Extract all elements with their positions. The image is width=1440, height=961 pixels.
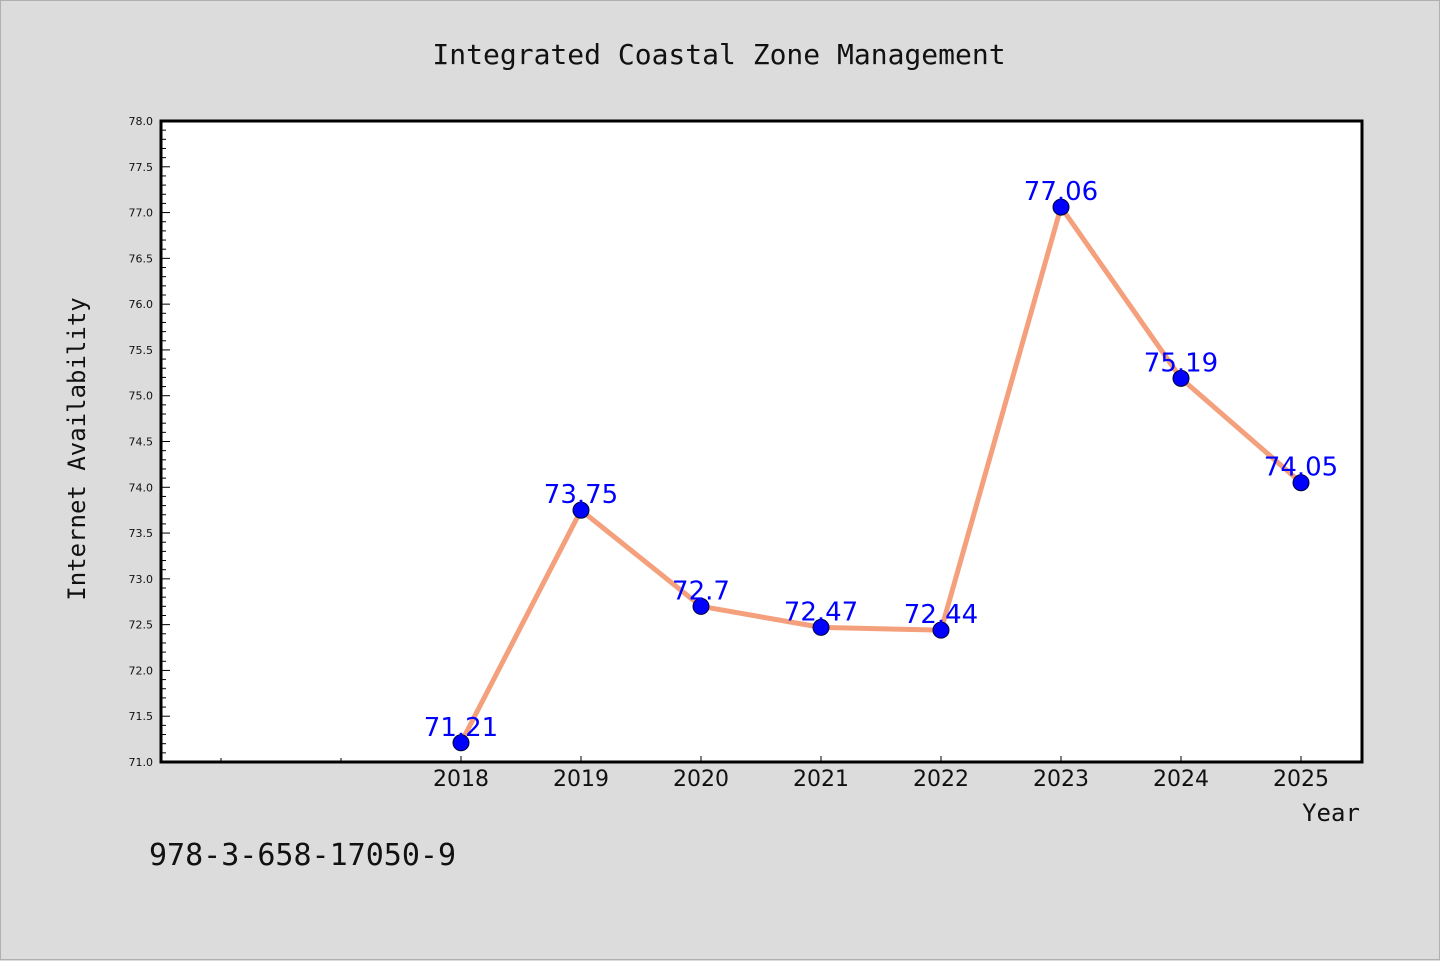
y-tick-label: 75.5 xyxy=(129,344,154,357)
data-point xyxy=(572,501,590,519)
plot-frame xyxy=(159,119,1364,764)
series-line-group xyxy=(452,198,1310,752)
y-tick-label: 77.0 xyxy=(129,207,154,220)
data-point xyxy=(452,734,470,752)
y-tick-label: 78.0 xyxy=(129,115,154,128)
data-label: 72.47 xyxy=(784,597,858,627)
x-tick-label: 2023 xyxy=(1033,767,1089,792)
data-label: 74.05 xyxy=(1264,453,1338,483)
y-tick-label: 73.5 xyxy=(129,527,154,540)
data-label: 72.44 xyxy=(904,600,978,630)
data-label: 75.19 xyxy=(1144,348,1218,378)
x-tick-label: 2018 xyxy=(433,767,489,792)
y-tick-label: 75.0 xyxy=(129,390,154,403)
x-tick-label: 2022 xyxy=(913,767,969,792)
series-line xyxy=(458,204,1304,746)
data-label: 71.21 xyxy=(424,713,498,743)
data-label: 72.7 xyxy=(672,576,730,606)
y-tick-label: 71.5 xyxy=(129,710,154,723)
y-tick-label: 74.5 xyxy=(129,436,154,449)
data-label: 77.06 xyxy=(1024,177,1098,207)
data-label: 73.75 xyxy=(544,480,618,510)
x-tick-label: 2025 xyxy=(1273,767,1329,792)
y-tick-label: 72.0 xyxy=(129,664,154,677)
data-point xyxy=(1292,474,1310,492)
x-tick-label: 2021 xyxy=(793,767,849,792)
data-label-group: 71.21 73.75 72.7 72.47 72.44 77.06 75.19 74.05 xyxy=(424,177,1338,743)
x-axis-title: Year xyxy=(1302,799,1360,827)
y-tick-label: 76.0 xyxy=(129,298,154,311)
x-tick-label: 2020 xyxy=(673,767,729,792)
y-tick-label: 73.0 xyxy=(129,573,154,586)
data-point xyxy=(812,618,830,636)
data-point xyxy=(692,597,710,615)
chart-title: Integrated Coastal Zone Management xyxy=(432,38,1005,71)
y-tick-label: 71.0 xyxy=(129,756,154,769)
y-tick-label: 77.5 xyxy=(129,161,154,174)
data-point xyxy=(1172,369,1190,387)
x-tick-label: 2019 xyxy=(553,767,609,792)
y-axis: 71.0 71.5 72.0 72.5 73.0 73.5 74.0 74.5 75.0 75.5… xyxy=(129,115,170,769)
footer-isbn: 978-3-658-17050-9 xyxy=(149,838,456,873)
y-axis-title: Internet Availability xyxy=(63,297,91,600)
x-tick-label: 2024 xyxy=(1153,767,1209,792)
plot-area xyxy=(161,121,1362,762)
y-tick-label: 76.5 xyxy=(129,252,154,265)
x-axis: 2018 2019 2020 2021 2022 2023 2024 2025 xyxy=(220,756,1329,792)
y-tick-label: 74.0 xyxy=(129,481,154,494)
y-tick-label: 72.5 xyxy=(129,619,154,632)
data-point xyxy=(1052,198,1070,216)
data-point xyxy=(932,621,950,639)
